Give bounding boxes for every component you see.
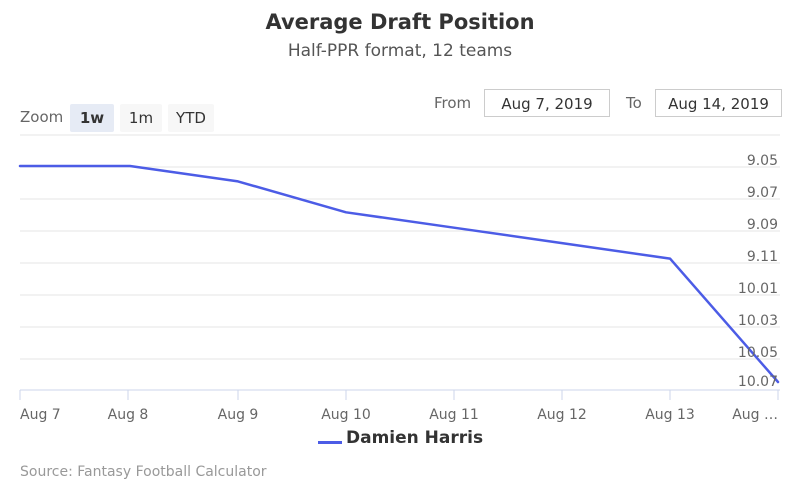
tick-labels: Aug 7 Aug 8 Aug 9 Aug 10 Aug 11 Aug 12 Aug 13 A…	[20, 153, 778, 423]
x-tick-label: Aug 7	[20, 407, 61, 423]
chart-subtitle: Half-PPR format, 12 teams	[287, 41, 513, 61]
x-tick-label: Aug 12	[537, 407, 587, 423]
axes	[19, 389, 780, 400]
grid-lines	[20, 134, 780, 360]
chart-title: Average Draft Position	[265, 10, 535, 34]
y-tick-label: 10.03	[738, 313, 778, 329]
from-date-input[interactable]: Aug 7, 2019	[484, 89, 610, 117]
y-tick-label: 10.01	[738, 281, 778, 297]
series-line-damien-harris[interactable]	[18, 164, 780, 384]
y-tick-label: 9.11	[747, 249, 778, 265]
y-tick-label: 10.07	[738, 374, 778, 390]
zoom-ytd-button[interactable]: YTD	[168, 104, 214, 132]
y-tick-label: 10.05	[738, 345, 778, 361]
x-tick-label: Aug …	[732, 407, 778, 423]
x-tick-label: Aug 10	[321, 407, 371, 423]
legend-line-swatch	[318, 441, 342, 444]
x-tick-label: Aug 8	[108, 407, 149, 423]
series-layer	[18, 164, 780, 384]
x-tick-label: Aug 11	[429, 407, 479, 423]
from-label: From	[434, 94, 472, 112]
y-tick-label: 9.07	[747, 185, 778, 201]
legend-label: Damien Harris	[346, 428, 484, 448]
zoom-1w-button[interactable]: 1w	[70, 104, 114, 132]
x-tick-label: Aug 13	[645, 407, 695, 423]
x-tick-label: Aug 9	[218, 407, 259, 423]
zoom-1m-button[interactable]: 1m	[120, 104, 162, 132]
y-tick-label: 9.09	[747, 217, 778, 233]
credits: Source: Fantasy Football Calculator	[20, 464, 267, 480]
zoom-label: Zoom	[20, 108, 64, 126]
to-label: To	[626, 94, 642, 112]
to-date-input[interactable]: Aug 14, 2019	[655, 89, 782, 117]
y-tick-label: 9.05	[747, 153, 778, 169]
